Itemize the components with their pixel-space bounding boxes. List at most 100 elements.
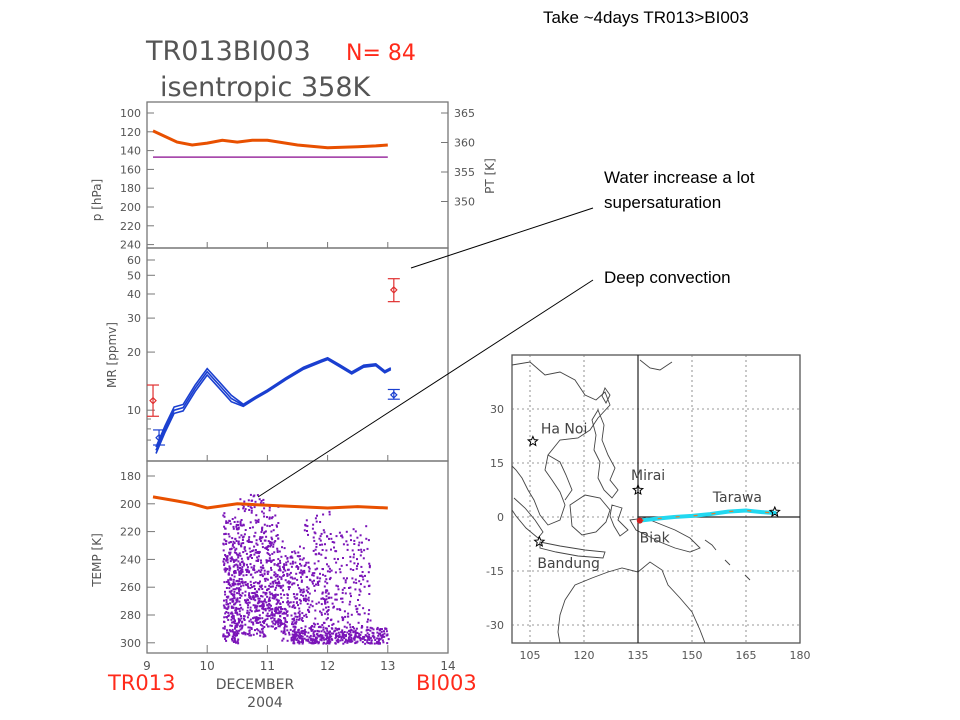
temp-scatter-point <box>274 623 277 626</box>
place-label: Biak <box>640 531 671 547</box>
temp-scatter-point <box>306 525 309 528</box>
temp-scatter-point <box>273 597 276 600</box>
temp-scatter-point <box>313 584 316 587</box>
temp-scatter-point <box>268 517 271 520</box>
temp-scatter-point <box>259 540 262 542</box>
temp-scatter-point <box>313 572 316 575</box>
temp-scatter-point <box>233 597 236 600</box>
temp-scatter-point <box>273 619 276 622</box>
temp-scatter-point <box>238 621 240 624</box>
temp-scatter-point <box>243 546 246 549</box>
temp-scatter-point <box>314 553 317 556</box>
temp-scatter-point <box>254 571 257 574</box>
temp-scatter-point <box>255 559 258 562</box>
temp-scatter-point <box>260 537 263 540</box>
coast-sumatra <box>511 497 544 539</box>
temp-scatter-point <box>225 611 228 613</box>
temp-scatter-point <box>231 612 234 615</box>
temp-scatter-point <box>286 597 289 600</box>
temp-scatter-point <box>358 588 361 591</box>
temp-scatter-point <box>337 631 340 634</box>
temp-scatter-point <box>238 629 241 632</box>
temp-scatter-point <box>338 568 341 571</box>
temp-scatter-point <box>290 614 293 617</box>
temp-scatter-point <box>338 633 341 636</box>
temp-scatter-point <box>281 546 283 549</box>
pressure-tick-label: 140 <box>120 145 141 158</box>
temp-scatter-point <box>275 627 278 630</box>
temp-scatter-point <box>257 569 260 572</box>
temp-scatter-point <box>354 633 357 636</box>
temp-scatter-point <box>241 570 244 573</box>
temp-scatter-point <box>275 603 278 606</box>
temp-scatter-point <box>228 565 231 568</box>
temp-scatter-point <box>267 545 270 547</box>
temp-scatter-point <box>229 522 232 525</box>
temp-scatter-point <box>230 589 233 592</box>
temp-scatter-point <box>290 638 293 641</box>
temp-scatter-point <box>285 612 287 615</box>
temp-scatter-point <box>351 549 354 552</box>
temp-scatter-point <box>266 607 269 610</box>
temp-scatter-point <box>298 571 301 574</box>
temp-scatter-point <box>256 628 259 631</box>
map-lon-label: 150 <box>682 649 703 662</box>
temp-scatter-point <box>223 538 226 541</box>
temp-scatter-point <box>294 622 297 625</box>
temp-scatter-point <box>303 529 306 532</box>
trajectory-path <box>637 508 777 523</box>
temp-scatter-point <box>334 627 337 630</box>
temp-scatter-point <box>251 526 254 529</box>
temp-scatter-point <box>297 551 300 554</box>
temp-scatter-point <box>330 548 332 551</box>
temp-scatter-point <box>268 525 271 528</box>
temp-scatter-point <box>249 626 252 629</box>
temp-scatter-point <box>327 625 330 628</box>
temp-scatter-point <box>257 621 260 624</box>
temp-scatter-point <box>240 534 243 537</box>
temp-scatter-point <box>328 510 331 513</box>
temp-scatter-point <box>274 610 276 613</box>
temp-scatter-point <box>356 610 359 613</box>
temp-scatter-point <box>289 628 292 631</box>
temp-scatter-point <box>241 582 244 585</box>
temp-scatter-point <box>295 618 298 621</box>
temp-scatter-point <box>266 551 269 554</box>
temp-scatter-point <box>241 632 244 635</box>
temp-scatter-point <box>232 559 235 562</box>
temp-scatter-point <box>276 574 279 576</box>
temp-scatter-point <box>304 625 307 628</box>
temp-scatter-point <box>298 587 301 590</box>
temp-scatter-point <box>240 627 243 630</box>
temp-scatter-point <box>228 590 231 593</box>
temp-scatter-point <box>276 547 279 550</box>
temp-scatter-point <box>233 595 236 598</box>
temp-scatter-point <box>254 500 257 503</box>
temp-scatter-point <box>294 606 297 609</box>
temp-scatter-point <box>365 629 368 632</box>
temp-scatter-point <box>298 613 301 616</box>
temp-scatter-point <box>223 627 226 630</box>
temp-scatter-point <box>285 563 288 566</box>
temp-scatter-point <box>362 578 365 581</box>
temp-scatter-point <box>244 601 247 604</box>
temp-scatter-point <box>223 512 226 515</box>
x-tick-label: 10 <box>200 659 215 673</box>
temp-scatter-point <box>267 615 269 618</box>
temp-scatter-point <box>377 634 380 637</box>
temp-scatter-point <box>268 557 271 560</box>
temp-scatter-point <box>240 617 243 620</box>
temp-scatter-point <box>353 553 355 556</box>
temp-scatter-point <box>288 588 290 591</box>
temp-scatter-point <box>270 536 273 539</box>
temp-scatter-point <box>228 541 231 544</box>
temp-scatter-point <box>289 576 292 579</box>
temp-scatter-point <box>369 626 372 629</box>
temp-scatter-point <box>340 631 343 634</box>
temp-scatter-point <box>330 596 333 599</box>
temp-scatter-point <box>239 524 242 527</box>
temp-scatter-point <box>281 623 284 625</box>
temp-scatter-point <box>376 637 379 640</box>
temp-scatter-point <box>265 577 268 580</box>
